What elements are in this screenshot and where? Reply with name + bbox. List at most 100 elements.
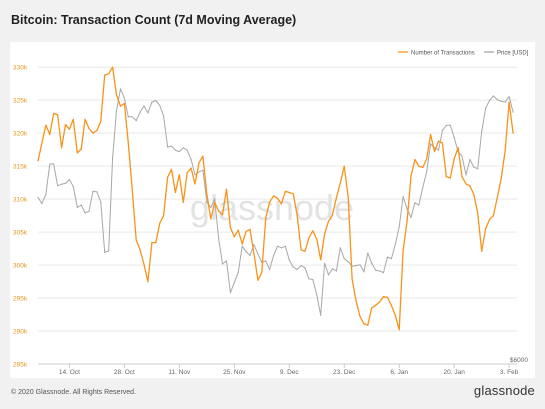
transactions-point <box>64 124 67 126</box>
y-tick-label: 315k <box>13 164 28 171</box>
glassnode-logo[interactable]: glassnode <box>473 383 535 398</box>
transactions-point <box>139 249 141 251</box>
transactions-point <box>202 155 204 157</box>
transactions-point <box>300 249 302 251</box>
price-point <box>481 130 483 133</box>
price-point <box>477 168 479 170</box>
transactions-point <box>210 218 212 220</box>
legend-label-transactions: Number of Transactions <box>411 50 475 56</box>
x-tick-label: 25. Nov <box>223 369 246 376</box>
transactions-point <box>45 124 47 126</box>
transactions-point <box>485 228 487 230</box>
price-point <box>343 258 345 260</box>
price-point <box>249 254 251 257</box>
price-point <box>245 251 247 253</box>
transactions-point <box>379 301 381 303</box>
price-point <box>182 147 184 149</box>
transactions-point <box>331 214 334 216</box>
transactions-point <box>288 191 290 194</box>
transactions-point <box>296 214 298 216</box>
price-point <box>335 270 337 272</box>
transactions-point <box>276 197 279 199</box>
price-point <box>61 183 63 185</box>
price-point <box>496 99 498 101</box>
price-point <box>174 149 176 151</box>
price-point <box>320 314 322 316</box>
transactions-point <box>430 133 432 136</box>
transactions-point <box>237 229 239 231</box>
price-point <box>327 274 330 276</box>
transactions-point <box>359 315 361 318</box>
price-point <box>406 208 408 210</box>
price-point <box>382 272 385 274</box>
transactions-point <box>382 296 385 298</box>
price-point <box>276 245 279 247</box>
legend[interactable]: Number of Transactions Price [USD] <box>398 50 529 56</box>
price-point <box>135 120 137 122</box>
price-point <box>147 112 149 114</box>
price-point <box>64 182 67 184</box>
price-point <box>198 171 200 173</box>
y-tick-label: 300k <box>13 263 28 270</box>
transactions-point <box>206 193 208 195</box>
price-point <box>441 130 443 132</box>
price-point <box>68 179 70 181</box>
transactions-point <box>398 329 400 331</box>
y-tick-label: 330k <box>13 65 28 72</box>
transactions-point <box>186 172 188 174</box>
price-point <box>229 292 231 294</box>
price-point <box>221 263 224 265</box>
transactions-point <box>390 304 392 306</box>
price-point <box>430 143 432 145</box>
transactions-point <box>112 66 114 68</box>
price-point <box>80 204 82 206</box>
price-point <box>312 278 314 281</box>
price-point <box>159 104 161 106</box>
price-point <box>178 151 180 153</box>
watermark: glassnode <box>190 187 354 228</box>
transactions-point <box>465 183 467 185</box>
price-point <box>308 278 310 280</box>
price-point <box>186 149 188 151</box>
transaction-count-chart[interactable]: glassnode 285k 290k 295k 300k 305k 310k 315k 32… <box>10 42 535 378</box>
price-point <box>49 163 51 165</box>
price-point <box>375 269 377 271</box>
transactions-point <box>504 149 506 151</box>
price-point <box>233 282 235 284</box>
price-point <box>449 124 451 126</box>
transactions-point <box>115 94 118 96</box>
transactions-point <box>257 279 259 281</box>
transactions-point <box>182 201 184 203</box>
transactions-point <box>461 176 463 178</box>
y-tick-label: 305k <box>13 230 28 237</box>
price-point <box>371 262 373 264</box>
price-point <box>465 174 467 176</box>
transactions-point <box>151 242 153 244</box>
price-point <box>280 247 282 249</box>
price-point <box>339 247 341 249</box>
price-point <box>57 185 59 187</box>
transactions-point <box>367 324 369 326</box>
price-point <box>194 174 196 176</box>
price-point <box>347 261 349 263</box>
transactions-point <box>108 73 110 75</box>
transactions-point <box>80 148 82 150</box>
price-point <box>324 262 326 264</box>
transactions-point <box>512 132 514 134</box>
y-tick-label: 310k <box>13 197 28 204</box>
price-point <box>151 101 153 103</box>
y-tick-label: 285k <box>13 362 28 369</box>
transactions-point <box>49 133 51 136</box>
transactions-point <box>335 197 337 199</box>
price-point <box>53 163 55 165</box>
price-point <box>304 267 306 269</box>
transactions-point <box>481 250 483 252</box>
price-point <box>119 88 122 90</box>
transactions-point <box>508 101 510 103</box>
price-point <box>500 100 502 102</box>
price-point <box>108 250 110 252</box>
y-tick-label: 295k <box>13 296 28 303</box>
transactions-point <box>241 243 243 245</box>
transactions-point <box>316 238 318 240</box>
price-point <box>390 258 392 260</box>
